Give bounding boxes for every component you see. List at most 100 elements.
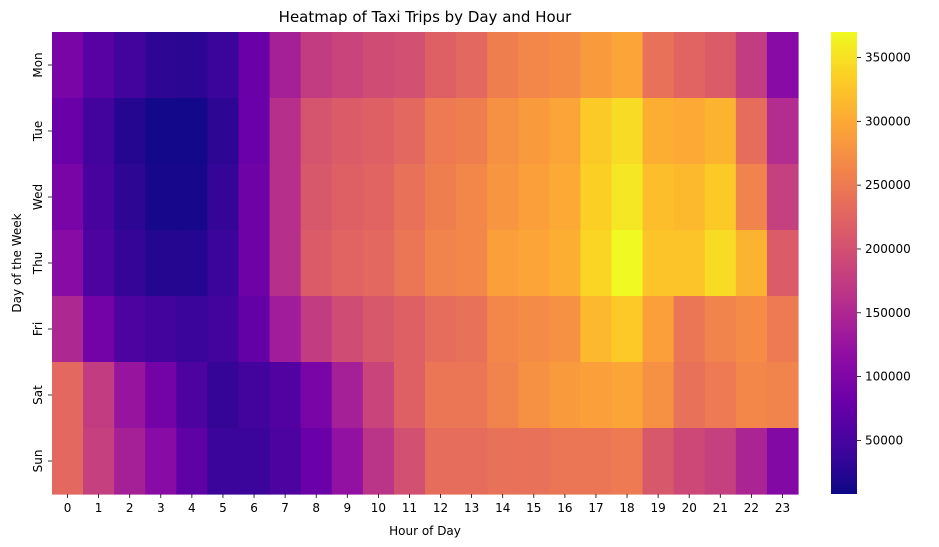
heatmap-cell (207, 230, 240, 297)
heatmap-cell (766, 230, 799, 297)
heatmap-cell (176, 164, 209, 231)
heatmap-cell (393, 32, 426, 99)
heatmap-cell (549, 296, 582, 363)
x-tick-label: 4 (188, 501, 196, 515)
heatmap-cell (487, 98, 519, 165)
heatmap-cell (456, 230, 488, 297)
heatmap-cell (766, 98, 799, 165)
heatmap-cell (518, 164, 550, 231)
colorbar-tick-label: 50000 (865, 433, 903, 447)
y-tick-label: Mon (31, 52, 45, 77)
heatmap-cell (425, 230, 457, 297)
heatmap-cell (114, 164, 146, 231)
x-tick-label: 23 (775, 501, 790, 515)
colorbar (831, 32, 857, 494)
heatmap-cell (456, 164, 488, 231)
heatmap-cell (673, 296, 706, 363)
y-tick-label: Thu (31, 252, 45, 276)
heatmap-cell (487, 362, 519, 429)
heatmap-cell (83, 428, 115, 495)
heatmap-cell (425, 164, 457, 231)
y-tick-label: Sun (31, 450, 45, 473)
heatmap-cell (393, 296, 426, 363)
heatmap-cell (580, 164, 613, 231)
heatmap-cell (207, 98, 240, 165)
x-tick-label: 15 (526, 501, 541, 515)
y-axis-label: Day of the Week (10, 213, 24, 312)
heatmap-cell (145, 362, 177, 429)
y-tick-label: Sat (31, 385, 45, 405)
x-tick-label: 0 (64, 501, 72, 515)
heatmap-cell (456, 362, 488, 429)
heatmap-cell (766, 296, 799, 363)
x-tick-label: 13 (464, 501, 479, 515)
heatmap-cell (300, 98, 333, 165)
heatmap-cell (331, 428, 364, 495)
colorbar-tick-label: 200000 (865, 242, 911, 256)
heatmap-cell (456, 32, 488, 99)
heatmap-cell (300, 362, 333, 429)
heatmap-cell (238, 428, 271, 495)
heatmap-cell (735, 32, 768, 99)
x-axis-ticks: 0 1 2 3 4 5 6 7 8 9 10 11 12 13 14 15 16 17 18 19 20 21 22 23 (64, 494, 790, 515)
heatmap-cell (518, 296, 550, 363)
heatmap-cell (425, 296, 457, 363)
heatmap-cell (766, 428, 799, 495)
heatmap-cell (487, 230, 519, 297)
colorbar-tick-label: 300000 (865, 114, 911, 128)
heatmap-cell (580, 32, 613, 99)
heatmap-cell (456, 98, 488, 165)
heatmap-cell (735, 230, 768, 297)
heatmap-cell (611, 362, 644, 429)
heatmap-cell (145, 164, 177, 231)
heatmap-cell (269, 296, 302, 363)
heatmap-cell (300, 164, 333, 231)
heatmap-cell (300, 296, 333, 363)
heatmap-cell (300, 32, 333, 99)
heatmap-cell (611, 164, 644, 231)
heatmap-cell (176, 296, 209, 363)
heatmap-cell (300, 230, 333, 297)
heatmap-cell (114, 98, 146, 165)
heatmap-cell (549, 98, 582, 165)
heatmap-cell (393, 428, 426, 495)
colorbar-tick-label: 350000 (865, 51, 911, 65)
heatmap-cells (52, 32, 799, 495)
heatmap-cell (518, 98, 550, 165)
heatmap-cell (331, 164, 364, 231)
heatmap-cell (52, 98, 84, 165)
x-tick-label: 9 (343, 501, 351, 515)
heatmap-cell (269, 362, 302, 429)
x-tick-label: 21 (713, 501, 728, 515)
heatmap-cell (766, 32, 799, 99)
heatmap-cell (145, 98, 177, 165)
heatmap-cell (487, 164, 519, 231)
x-tick-label: 17 (588, 501, 603, 515)
heatmap-cell (611, 98, 644, 165)
heatmap-cell (83, 98, 115, 165)
heatmap-cell (735, 98, 768, 165)
heatmap-cell (611, 428, 644, 495)
heatmap-cell (83, 32, 115, 99)
heatmap-cell (176, 362, 209, 429)
heatmap-cell (425, 32, 457, 99)
heatmap-cell (549, 230, 582, 297)
heatmap-cell (145, 32, 177, 99)
heatmap-cell (673, 428, 706, 495)
heatmap-cell (52, 32, 84, 99)
heatmap-cell (362, 32, 395, 99)
heatmap-cell (673, 164, 706, 231)
heatmap-cell (580, 98, 613, 165)
heatmap-cell (331, 32, 364, 99)
heatmap-cell (176, 428, 209, 495)
heatmap-cell (393, 230, 426, 297)
heatmap-cell (362, 296, 395, 363)
heatmap-cell (704, 164, 737, 231)
heatmap-cell (52, 362, 84, 429)
heatmap-cell (331, 230, 364, 297)
heatmap-cell (331, 98, 364, 165)
heatmap-cell (114, 296, 146, 363)
heatmap-cell (269, 98, 302, 165)
x-tick-label: 19 (650, 501, 665, 515)
heatmap-cell (487, 296, 519, 363)
